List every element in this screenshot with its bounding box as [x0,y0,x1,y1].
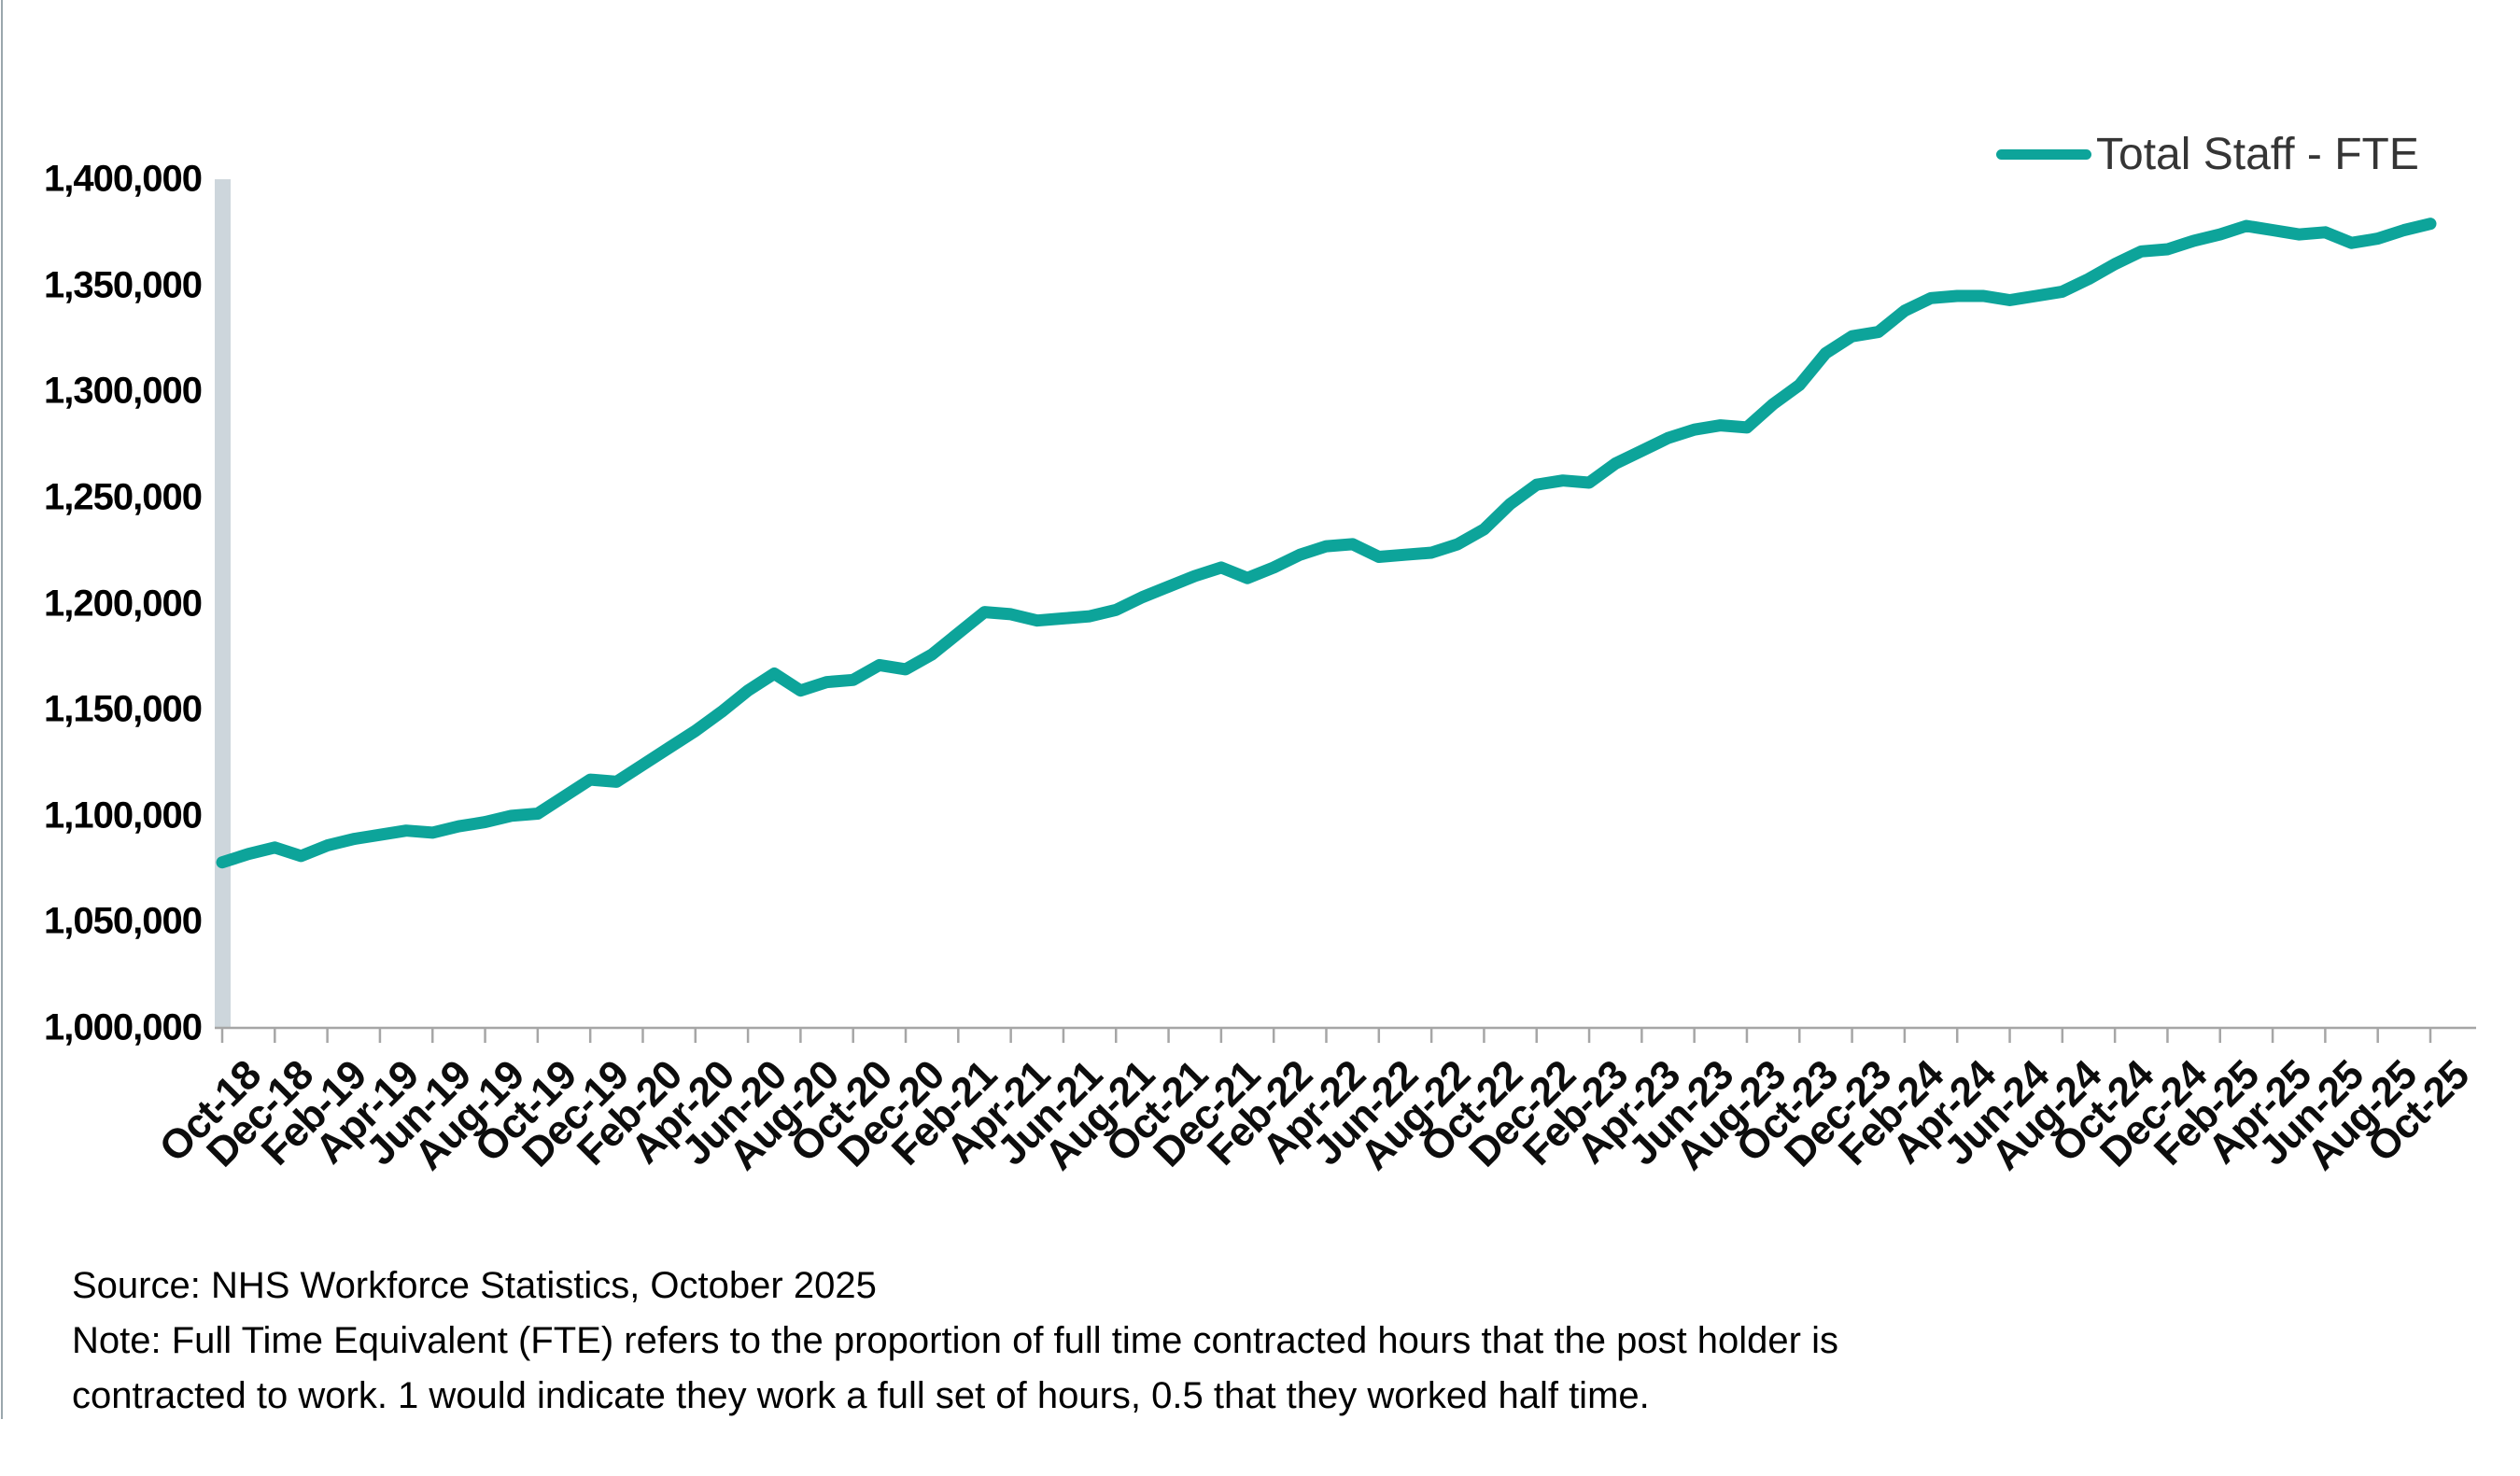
total-staff-fte-chart [215,179,2476,1043]
y-axis-label: 1,400,000 [44,158,203,200]
note-text-line-2: contracted to work. 1 would indicate the… [72,1375,1650,1416]
total-staff-fte-line [216,218,2437,869]
source-text: Source: NHS Workforce Statistics, Octobe… [72,1265,877,1306]
legend-line-swatch [1996,149,2091,160]
y-axis-band [215,179,231,1028]
page-edge-line [1,0,3,1419]
note-text-line-1: Note: Full Time Equivalent (FTE) refers … [72,1320,1838,1361]
y-axis-label: 1,200,000 [44,583,203,624]
y-axis-label: 1,300,000 [44,370,203,412]
legend-label: Total Staff - FTE [2096,130,2419,179]
y-axis-label: 1,150,000 [44,688,203,730]
y-axis-label: 1,100,000 [44,794,203,836]
legend: Total Staff - FTE [1996,129,2419,180]
y-axis-label: 1,350,000 [44,264,203,306]
y-axis-label: 1,050,000 [44,900,203,942]
y-axis-label: 1,250,000 [44,476,203,518]
y-axis-label: 1,000,000 [44,1006,203,1048]
footnote: Source: NHS Workforce Statistics, Octobe… [72,1258,1838,1424]
